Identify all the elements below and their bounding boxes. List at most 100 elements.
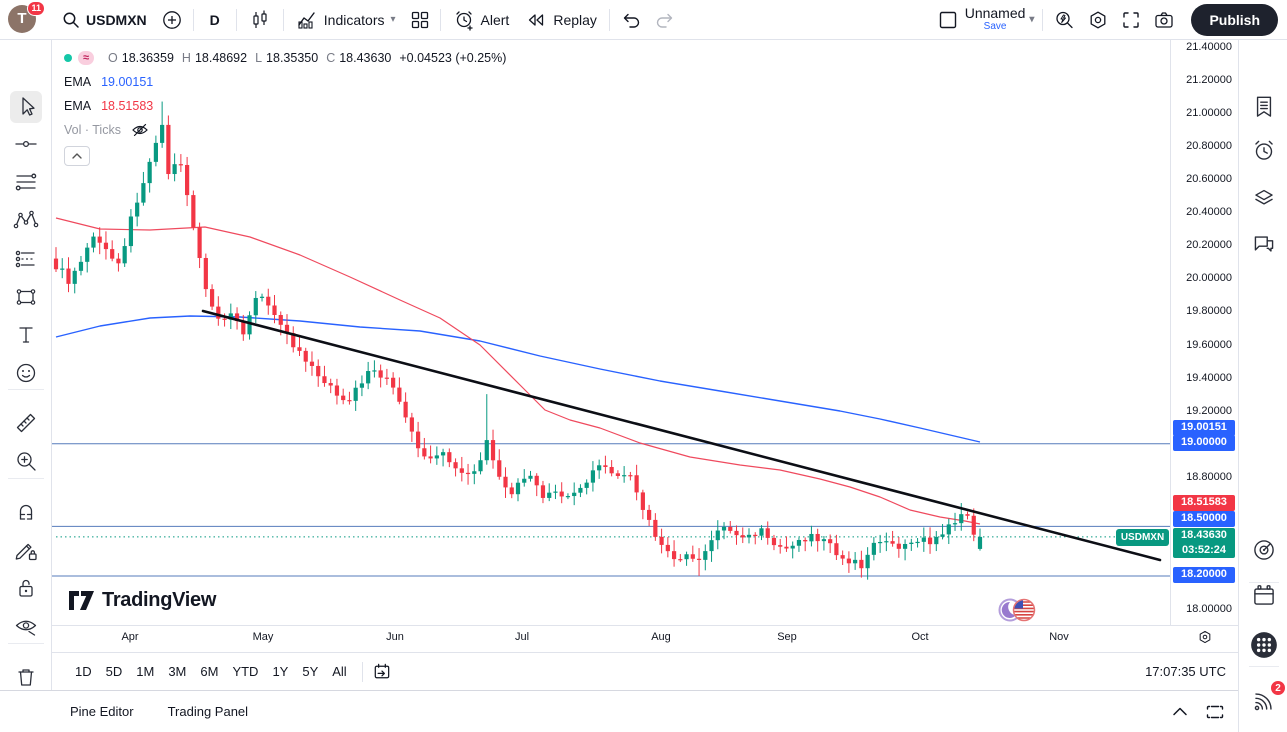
chart-style-button[interactable] <box>241 5 279 35</box>
eye-hidden-icon[interactable] <box>131 121 149 139</box>
ema-blue-line[interactable] <box>55 315 981 443</box>
snapshot-camera-button[interactable] <box>1147 5 1181 35</box>
price-tick: 21.40000 <box>1186 41 1232 53</box>
tool-ruler[interactable] <box>10 407 42 439</box>
symbol-search-button[interactable]: USDMXN <box>54 7 155 33</box>
trend-line-icon <box>15 140 37 148</box>
layout-select-button[interactable] <box>931 5 965 35</box>
tool-hide[interactable] <box>10 610 42 642</box>
go-to-date-button[interactable] <box>371 661 392 682</box>
replay-label: Replay <box>553 11 597 28</box>
tool-prediction[interactable] <box>10 243 42 275</box>
tool-text[interactable] <box>10 319 42 351</box>
symbol-price-tag: USDMXN <box>1116 529 1169 546</box>
scanner-icon <box>1254 540 1274 560</box>
range-6m-button[interactable]: 6M <box>200 664 219 679</box>
tool-delete[interactable] <box>10 661 42 693</box>
sidebar-calendar-button[interactable] <box>1248 580 1280 612</box>
alert-button[interactable]: Alert <box>445 5 518 35</box>
sidebar-layers-button[interactable] <box>1248 181 1280 213</box>
range-1d-button[interactable]: 1D <box>75 664 92 679</box>
tool-zoom-in[interactable] <box>10 445 42 477</box>
panel-expand-chevron-icon[interactable] <box>1172 707 1188 716</box>
range-bar-divider <box>361 661 363 682</box>
axis-settings-gear-icon[interactable] <box>1196 628 1214 651</box>
sidebar-watchlist-button[interactable] <box>1248 91 1280 123</box>
quick-search-button[interactable] <box>1047 5 1081 35</box>
price-tick: 20.00000 <box>1186 272 1232 285</box>
alerts-icon <box>1255 140 1273 160</box>
range-3m-button[interactable]: 3M <box>168 664 187 679</box>
close-label: C <box>326 51 336 65</box>
panel-maximize-icon[interactable] <box>1206 705 1224 719</box>
price-tick: 20.40000 <box>1186 206 1232 219</box>
tool-fib-retracement[interactable] <box>10 166 42 198</box>
save-layout-link[interactable]: Save <box>983 20 1007 32</box>
tool-magnet[interactable] <box>10 496 42 528</box>
ema-legend-row[interactable]: EMA 19.00151 <box>64 70 506 94</box>
settings-gear-button[interactable] <box>1081 5 1115 35</box>
last-price-countdown-label: 18.43630 03:52:24 <box>1173 528 1235 558</box>
tool-rectangle[interactable] <box>10 281 42 313</box>
range-all-button[interactable]: All <box>332 664 347 679</box>
replay-button[interactable]: Replay <box>517 5 605 35</box>
volume-legend-row[interactable]: Vol · Ticks <box>64 118 506 142</box>
price-axis[interactable]: 21.40000 21.20000 21.00000 20.80000 20.60000… <box>1170 40 1238 625</box>
notification-count-badge: 11 <box>27 0 45 16</box>
lock-icon <box>19 579 33 597</box>
sidebar-scanner-button[interactable] <box>1248 534 1280 566</box>
symbol-name: USDMXN <box>86 11 147 28</box>
market-status-dot <box>64 54 72 62</box>
legend-collapse-button[interactable] <box>64 146 90 166</box>
range-ytd-button[interactable]: YTD <box>232 664 259 679</box>
zoom-in-icon <box>17 452 36 471</box>
redo-button[interactable] <box>648 5 682 35</box>
range-1y-button[interactable]: 1Y <box>272 664 289 679</box>
tool-emoji[interactable] <box>10 357 42 389</box>
trading-panel-tab[interactable]: Trading Panel <box>167 704 249 719</box>
ema-legend-row[interactable]: EMA 18.51583 <box>64 94 506 118</box>
chevron-down-icon: ▾ <box>390 14 396 25</box>
price-tick: 19.80000 <box>1186 305 1232 318</box>
broadcast-icon <box>1254 693 1272 711</box>
price-tick: 21.20000 <box>1186 74 1232 87</box>
symbol-legend-row[interactable]: ≈ O 18.36359 H 18.48692 L 18.35350 C 18.4363… <box>64 46 506 70</box>
tradingview-logo[interactable]: TradingView <box>68 589 216 612</box>
grid-layout-button[interactable] <box>404 6 436 34</box>
range-1m-button[interactable]: 1M <box>136 664 155 679</box>
clock-utc[interactable]: 17:07:35 UTC <box>1145 664 1226 679</box>
sidebar-apps-button[interactable] <box>1248 629 1280 661</box>
search-icon <box>62 11 80 29</box>
interval-button[interactable]: D <box>198 8 232 32</box>
economic-event-us-flag-icon[interactable] <box>996 596 1040 629</box>
tool-pattern[interactable] <box>10 204 42 236</box>
user-menu-button[interactable]: T 11 <box>8 0 45 35</box>
publish-button[interactable]: Publish <box>1191 3 1278 36</box>
ema-red-value: 18.51583 <box>101 99 154 113</box>
range-5d-button[interactable]: 5D <box>105 664 123 679</box>
range-5y-button[interactable]: 5Y <box>302 664 319 679</box>
pine-editor-tab[interactable]: Pine Editor <box>70 704 134 719</box>
ema-blue-value: 19.00151 <box>101 75 154 89</box>
time-axis[interactable]: Apr May Jun Jul Aug Sep Oct Nov <box>52 625 1238 652</box>
undo-button[interactable] <box>614 5 648 35</box>
layout-menu-chevron[interactable]: ▾ <box>1029 14 1035 25</box>
trendline-drawing[interactable] <box>201 309 1162 562</box>
layout-name-button[interactable]: Unnamed Save <box>965 6 1026 33</box>
ema-red-line[interactable] <box>55 217 981 525</box>
tool-draw-mode[interactable] <box>10 534 42 566</box>
tool-lock[interactable] <box>10 572 42 604</box>
indicators-button[interactable]: Indicators ▾ <box>288 5 404 35</box>
fullscreen-button[interactable] <box>1115 6 1147 34</box>
chart-canvas[interactable] <box>52 40 1170 625</box>
price-tick: 21.00000 <box>1186 107 1232 120</box>
tool-trend-line[interactable] <box>10 128 42 160</box>
sidebar-chat-button[interactable] <box>1248 228 1280 260</box>
sidebar-broadcast-button[interactable]: 2 <box>1248 680 1286 717</box>
toolbar-separator <box>8 643 44 644</box>
tool-cursor[interactable] <box>10 91 42 123</box>
ema-label: EMA <box>64 75 92 89</box>
sidebar-alerts-button[interactable] <box>1248 135 1280 167</box>
compare-add-symbol-button[interactable] <box>155 5 189 35</box>
text-icon <box>19 327 33 343</box>
